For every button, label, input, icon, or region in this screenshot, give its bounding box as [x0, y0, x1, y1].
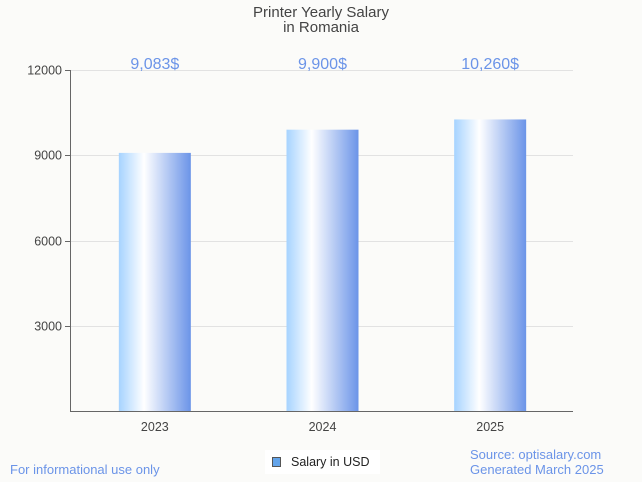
legend-swatch-icon [272, 457, 281, 467]
chart-title-line2: in Romania [283, 19, 359, 36]
y-tick-label: 3000 [34, 320, 62, 334]
source-text: Source: optisalary.com [470, 447, 602, 462]
x-tick-label: 2023 [141, 420, 169, 434]
bar-2023[interactable] [118, 152, 191, 411]
data-label: 9,900$ [298, 56, 347, 73]
x-tick-label: 2025 [476, 420, 504, 434]
generated-text: Generated March 2025 [470, 462, 604, 477]
data-label: 9,083$ [130, 56, 179, 73]
y-tick-label: 6000 [34, 235, 62, 249]
disclaimer-text: For informational use only [10, 462, 160, 477]
x-tick-label: 2024 [309, 420, 337, 434]
data-label: 10,260$ [461, 56, 519, 73]
y-tick-label: 12000 [27, 64, 62, 78]
bar-2024[interactable] [286, 129, 359, 412]
bar-2025[interactable] [454, 119, 527, 411]
chart-title-line1: Printer Yearly Salary [253, 4, 389, 21]
y-tick-label: 9000 [34, 149, 62, 163]
legend[interactable]: Salary in USD [265, 450, 380, 474]
legend-label: Salary in USD [291, 455, 370, 469]
